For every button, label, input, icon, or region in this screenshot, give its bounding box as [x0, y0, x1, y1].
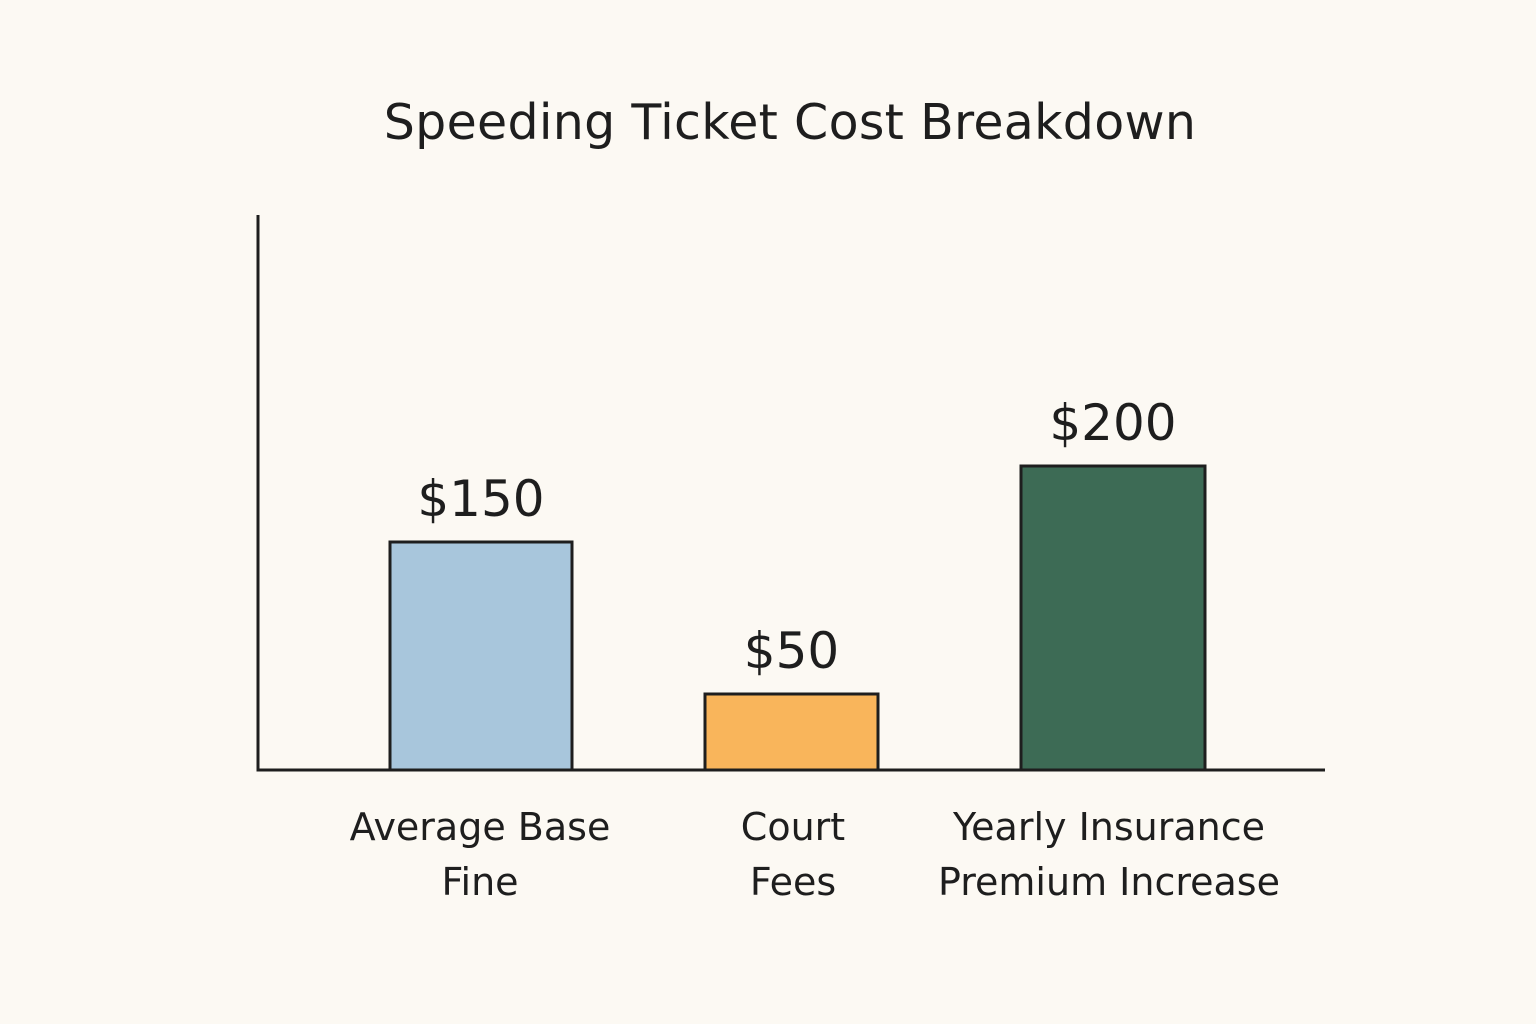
bar-3: [1019, 464, 1207, 772]
category-label-3-line-1: Yearly Insurance: [952, 805, 1265, 849]
data-label-1: $150: [417, 470, 544, 528]
bar-1: [388, 540, 574, 772]
chart-title: Speeding Ticket Cost Breakdown: [383, 94, 1197, 151]
category-label-1-line-2: Fine: [441, 860, 518, 904]
data-label-3: $200: [1049, 394, 1176, 452]
data-label-2: $50: [744, 622, 839, 680]
category-label-3-line-2: Premium Increase: [938, 860, 1280, 904]
category-label-2-line-2: Fees: [750, 860, 836, 904]
bar-2: [703, 692, 880, 772]
category-label-1-line-1: Average Base: [350, 805, 611, 849]
category-label-2-line-1: Court: [741, 805, 845, 849]
